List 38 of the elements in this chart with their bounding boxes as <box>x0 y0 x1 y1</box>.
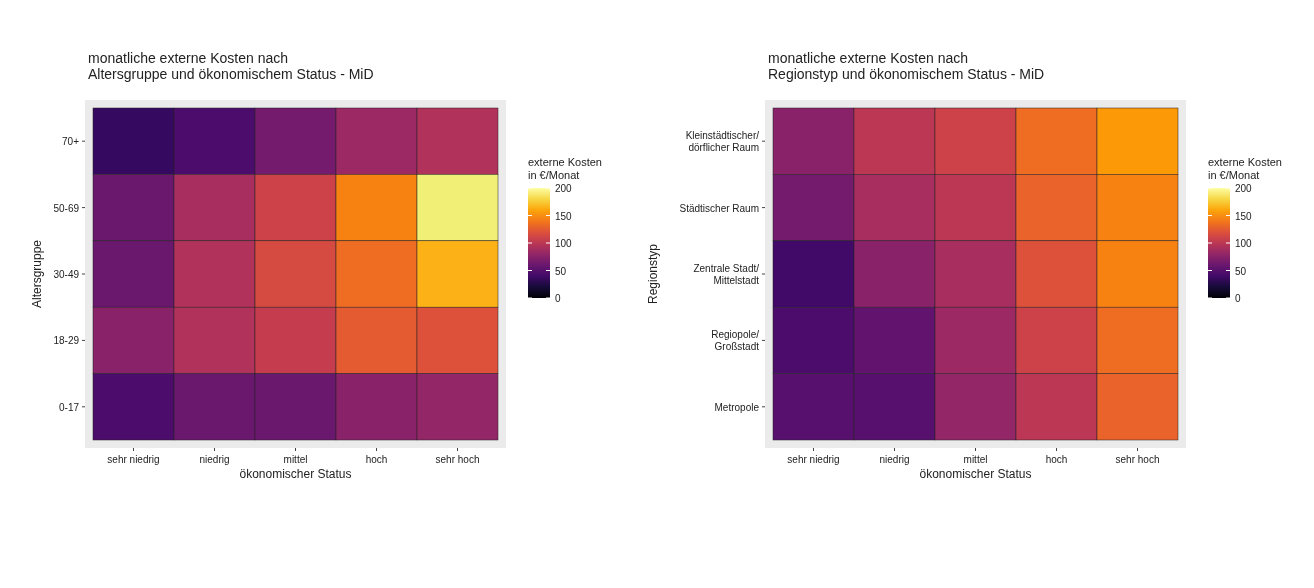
x-tick-label: hoch <box>1045 454 1068 465</box>
chart-title: monatliche externe Kosten nach Regionstyp und ökonomischem Status - MiD <box>768 50 1045 82</box>
color-bar-label: 200 <box>555 183 573 194</box>
y-tick-label: Regiopole/ Großstadt <box>711 329 760 353</box>
y-tick-label: 0-17 <box>58 401 80 413</box>
x-tick-label: niedrig <box>199 454 230 465</box>
color-bar-label: 100 <box>1235 238 1253 249</box>
color-bar-label: 100 <box>555 238 573 249</box>
y-axis-title: Altersgruppe <box>29 239 44 309</box>
y-tick-label: Kleinstädtischer/ dörflicher Raum <box>685 130 760 154</box>
y-tick-label: 70+ <box>62 136 80 148</box>
color-bar-label: 50 <box>555 265 567 277</box>
x-tick-label: sehr niedrig <box>787 454 840 465</box>
x-axis-title: ökonomischer Status <box>239 467 352 481</box>
y-tick-label: 18-29 <box>53 335 80 347</box>
color-bar-label: 200 <box>1235 183 1253 194</box>
color-bar-label: 0 <box>1235 293 1241 304</box>
x-tick-label: sehr hoch <box>435 454 480 465</box>
x-tick-label: niedrig <box>879 454 910 465</box>
color-bar-title: externe Kosten in €/Monat <box>528 156 602 181</box>
x-tick-label: mittel <box>963 454 988 465</box>
color-bar-label: 150 <box>1235 210 1253 222</box>
y-tick-label: Städtischer Raum <box>679 202 759 214</box>
x-axis-title: ökonomischer Status <box>919 467 1032 481</box>
y-tick-label: 30-49 <box>53 269 80 280</box>
color-bar-title: externe Kosten in €/Monat <box>1208 156 1282 181</box>
y-tick-label: 50-69 <box>53 202 80 214</box>
x-tick-label: hoch <box>365 454 388 465</box>
x-tick-label: mittel <box>283 454 308 465</box>
y-tick-label: Zentrale Stadt/ Mittelstadt <box>693 263 760 286</box>
y-axis-title: Regionstyp <box>645 243 660 305</box>
x-tick-label: sehr niedrig <box>107 454 160 465</box>
color-bar-label: 0 <box>555 293 561 304</box>
chart-title: monatliche externe Kosten nach Altersgruppe und ökonomischem Status - MiD <box>88 50 374 82</box>
color-bar-label: 150 <box>555 210 573 222</box>
y-tick-label: Metropole <box>714 401 760 413</box>
color-bar-label: 50 <box>1235 265 1247 277</box>
x-tick-label: sehr hoch <box>1115 454 1160 465</box>
